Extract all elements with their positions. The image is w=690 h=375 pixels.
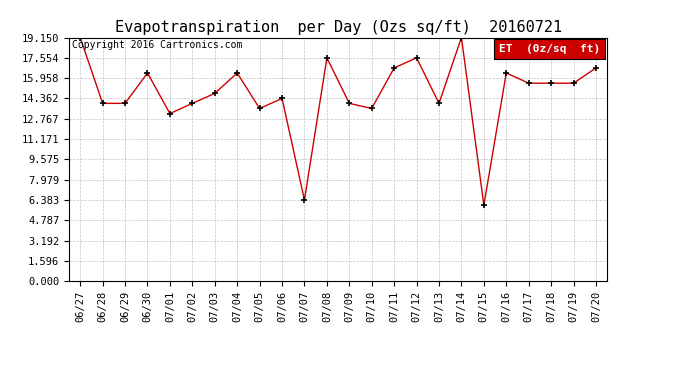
Text: Copyright 2016 Cartronics.com: Copyright 2016 Cartronics.com	[72, 40, 242, 50]
FancyBboxPatch shape	[494, 39, 604, 59]
Title: Evapotranspiration  per Day (Ozs sq/ft)  20160721: Evapotranspiration per Day (Ozs sq/ft) 2…	[115, 20, 562, 35]
Text: ET  (0z/sq  ft): ET (0z/sq ft)	[499, 44, 600, 54]
